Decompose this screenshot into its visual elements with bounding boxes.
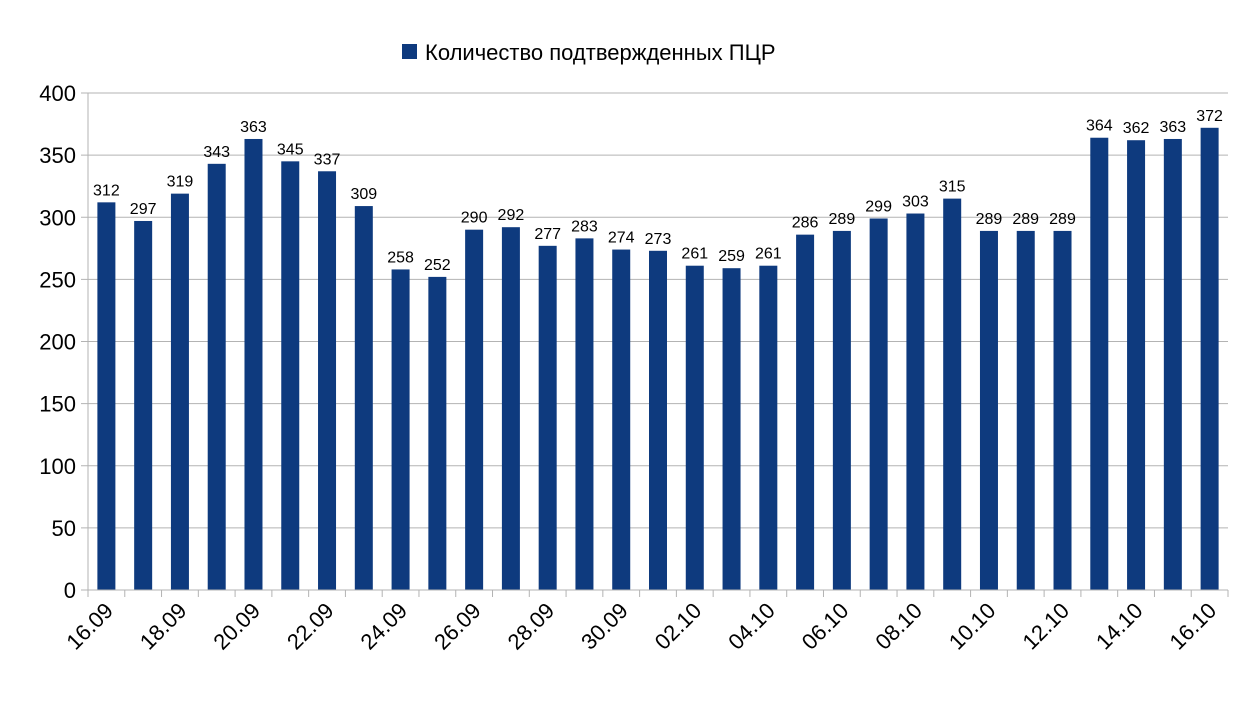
bar xyxy=(281,161,300,590)
x-tick-label: 02.10 xyxy=(650,598,707,655)
x-tick-label: 16.10 xyxy=(1165,598,1222,655)
x-tick-label: 10.10 xyxy=(944,598,1001,655)
bar xyxy=(538,245,557,590)
y-tick-label: 200 xyxy=(39,330,76,355)
y-tick-label: 350 xyxy=(39,143,76,168)
y-tick-label: 100 xyxy=(39,454,76,479)
bar xyxy=(1016,230,1035,591)
data-label: 259 xyxy=(718,248,745,265)
x-tick-label: 06.10 xyxy=(797,598,854,655)
data-label: 252 xyxy=(424,257,451,274)
data-label: 289 xyxy=(1012,211,1039,228)
bar xyxy=(170,193,189,590)
y-tick-label: 250 xyxy=(39,267,76,292)
x-tick-label: 14.10 xyxy=(1091,598,1148,655)
data-label: 345 xyxy=(277,141,304,158)
x-tick-label: 26.09 xyxy=(429,598,486,655)
bar xyxy=(943,198,962,591)
bar xyxy=(906,213,925,590)
bar xyxy=(979,230,998,591)
x-tick-label: 28.09 xyxy=(503,598,560,655)
bar xyxy=(796,234,815,590)
bar xyxy=(1200,127,1219,590)
bar xyxy=(649,250,667,591)
data-label: 286 xyxy=(792,215,819,232)
x-tick-label: 04.10 xyxy=(723,598,780,655)
data-label: 309 xyxy=(350,186,377,203)
bar xyxy=(722,268,741,590)
data-label: 315 xyxy=(939,179,966,196)
bar xyxy=(318,171,337,590)
data-label: 292 xyxy=(498,207,525,224)
data-label: 261 xyxy=(755,246,782,263)
bar xyxy=(1127,140,1146,590)
bar xyxy=(1053,230,1072,591)
data-label: 363 xyxy=(1159,119,1186,136)
legend-swatch xyxy=(402,44,417,59)
data-label: 299 xyxy=(865,198,892,215)
data-label: 303 xyxy=(902,194,929,211)
bar xyxy=(575,238,594,590)
bar xyxy=(97,202,116,590)
x-axis-ticks: 16.09 18.09 20.09 22.09 24.09 26.09 28.09 30.09… xyxy=(61,589,1229,655)
bar xyxy=(244,138,263,590)
legend-label: Количество подтвержденных ПЦР xyxy=(425,40,776,65)
y-tick-label: 300 xyxy=(39,205,76,230)
data-label: 258 xyxy=(387,249,414,266)
y-tick-label: 150 xyxy=(39,392,76,417)
x-tick-label: 08.10 xyxy=(870,598,927,655)
y-tick-label: 0 xyxy=(64,578,76,603)
data-labels: 312 297 319 343 363 345 337 309 258 252 290 292 277 2… xyxy=(93,108,1223,274)
bar xyxy=(1163,138,1182,590)
y-tick-label: 50 xyxy=(52,516,76,541)
bar xyxy=(1090,137,1109,591)
data-label: 283 xyxy=(571,218,598,235)
x-tick-label: 16.09 xyxy=(61,598,118,655)
bar xyxy=(501,227,520,590)
bar xyxy=(428,276,447,590)
data-label: 362 xyxy=(1123,120,1150,137)
legend: Количество подтвержденных ПЦР xyxy=(402,40,776,65)
data-label: 364 xyxy=(1086,118,1113,135)
bar xyxy=(832,230,851,591)
data-label: 319 xyxy=(167,174,194,191)
y-tick-label: 400 xyxy=(39,81,76,106)
bar xyxy=(869,218,888,590)
x-tick-label: 22.09 xyxy=(282,598,339,655)
data-label: 312 xyxy=(93,182,120,199)
x-tick-label: 20.09 xyxy=(208,598,265,655)
data-label: 290 xyxy=(461,210,488,227)
data-label: 273 xyxy=(645,231,672,248)
x-tick-label: 18.09 xyxy=(135,598,192,655)
data-label: 372 xyxy=(1196,108,1223,125)
bar xyxy=(759,265,778,590)
data-label: 337 xyxy=(314,151,341,168)
data-label: 274 xyxy=(608,230,635,247)
x-tick-label: 12.10 xyxy=(1017,598,1074,655)
bar xyxy=(207,163,226,590)
data-label: 289 xyxy=(1049,211,1076,228)
bar xyxy=(134,220,153,591)
data-label: 289 xyxy=(829,211,856,228)
bar xyxy=(465,229,484,591)
data-label: 261 xyxy=(681,246,708,263)
bar xyxy=(612,249,631,590)
data-label: 363 xyxy=(240,119,267,136)
data-label: 289 xyxy=(976,211,1003,228)
bar xyxy=(354,206,373,590)
x-tick-label: 24.09 xyxy=(356,598,413,655)
x-tick-label: 30.09 xyxy=(576,598,633,655)
data-label: 297 xyxy=(130,201,157,218)
bars xyxy=(97,127,1219,591)
bar xyxy=(391,269,410,590)
data-label: 343 xyxy=(203,144,230,161)
bar xyxy=(685,265,704,590)
y-axis-ticks: 0 50 100 150 200 250 300 350 400 xyxy=(39,81,76,603)
data-label: 277 xyxy=(534,226,561,243)
